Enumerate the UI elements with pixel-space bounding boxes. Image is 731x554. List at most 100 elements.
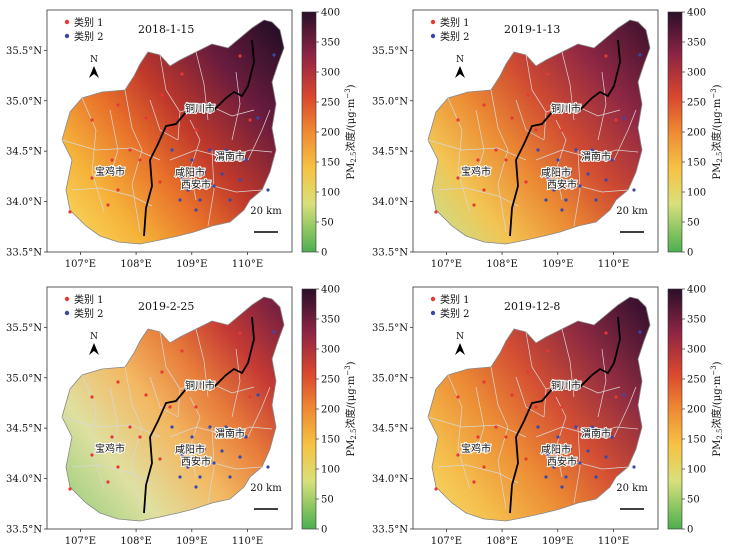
legend: 类别 1类别 2 bbox=[64, 293, 104, 320]
x-tick-label: 108°E bbox=[486, 536, 517, 547]
class2-point bbox=[574, 425, 578, 429]
y-tick-label: 34.0°N bbox=[6, 474, 42, 485]
svg-text:类别 2: 类别 2 bbox=[440, 307, 470, 320]
county-boundary bbox=[475, 109, 485, 171]
y-tick-label: 34.5°N bbox=[372, 147, 408, 158]
y-tick-label: 35.0°N bbox=[372, 96, 408, 107]
county-boundary bbox=[525, 54, 547, 141]
map-panel: 铜川市 渭南市 咸阳市 西安市 宝鸡市 类别 1 类别 2 2019-1-13 N 20 km 10… bbox=[366, 0, 731, 277]
x-tick-label: 110°E bbox=[598, 536, 629, 547]
y-tick-label: 33.5°N bbox=[6, 525, 42, 536]
y-tick-label: 35.5°N bbox=[6, 46, 42, 57]
class1-point bbox=[472, 203, 476, 207]
y-tick-label: 35.0°N bbox=[6, 373, 42, 384]
colorbar-tick-label: 150 bbox=[321, 435, 340, 446]
class2-point bbox=[622, 116, 626, 120]
class2-point bbox=[178, 475, 182, 479]
county-boundary bbox=[81, 374, 105, 490]
y-tick-label: 34.5°N bbox=[372, 424, 408, 435]
svg-text:类别 1: 类别 1 bbox=[440, 16, 470, 29]
class1-point bbox=[144, 393, 148, 397]
class2-point bbox=[224, 148, 228, 152]
county-boundary bbox=[159, 331, 181, 418]
colorbar-title: PM2.5浓度/(μg·m−3) bbox=[710, 361, 724, 456]
class1-point bbox=[68, 210, 72, 214]
class1-point bbox=[546, 349, 550, 353]
class1-point bbox=[510, 116, 514, 120]
county-boundary bbox=[71, 464, 153, 484]
colorbar-tick-label: 150 bbox=[687, 435, 706, 446]
colorbar-tick-label: 200 bbox=[321, 405, 340, 416]
class1-point bbox=[546, 72, 550, 76]
scale-bar-label: 20 km bbox=[250, 206, 282, 217]
county-boundary bbox=[515, 376, 545, 418]
class2-point bbox=[256, 116, 260, 120]
class1-point bbox=[614, 118, 618, 122]
county-boundary bbox=[109, 386, 119, 448]
class2-point bbox=[228, 198, 232, 202]
city-label-weinan: 渭南市 bbox=[581, 427, 611, 440]
class2-point bbox=[190, 435, 194, 439]
x-tick-label: 109°E bbox=[542, 536, 573, 547]
city-label-tongchuan: 铜川市 bbox=[551, 379, 581, 392]
colorbar-tick-label: 150 bbox=[321, 158, 340, 169]
x-tick-label: 107°E bbox=[431, 536, 462, 547]
class2-point bbox=[198, 198, 202, 202]
class2-point bbox=[170, 425, 174, 429]
colorbar-tick-label: 400 bbox=[687, 285, 706, 296]
class1-point bbox=[476, 158, 480, 162]
city-label-xianyang: 咸阳市 bbox=[541, 443, 571, 456]
class1-point bbox=[456, 176, 460, 180]
class1-point bbox=[456, 118, 460, 122]
scale-bar-label: 20 km bbox=[250, 483, 282, 494]
svg-text:类别 1: 类别 1 bbox=[440, 293, 470, 306]
scale-bar-label: 20 km bbox=[616, 483, 648, 494]
x-tick-label: 110°E bbox=[232, 536, 263, 547]
class1-point bbox=[168, 128, 172, 132]
county-boundary bbox=[179, 103, 255, 117]
class2-point bbox=[536, 425, 540, 429]
panel-date: 2019-1-13 bbox=[504, 23, 560, 36]
class1-point bbox=[510, 393, 514, 397]
x-tick-label: 109°E bbox=[542, 259, 573, 270]
city-label-xianyang: 咸阳市 bbox=[175, 166, 205, 179]
class-boundary-line bbox=[509, 39, 621, 237]
county-boundary bbox=[597, 348, 607, 418]
colorbar-tick-label: 100 bbox=[321, 188, 340, 199]
class2-point bbox=[244, 435, 248, 439]
class2-point bbox=[552, 465, 556, 469]
county-boundary bbox=[61, 416, 161, 438]
y-tick-label: 35.0°N bbox=[372, 373, 408, 384]
colorbar-tick-label: 350 bbox=[321, 38, 340, 49]
colorbar-tick-label: 250 bbox=[321, 98, 340, 109]
class1-point bbox=[106, 480, 110, 484]
county-boundary bbox=[573, 426, 581, 504]
y-tick-label: 33.5°N bbox=[6, 248, 42, 259]
class2-point bbox=[546, 453, 550, 457]
class1-point bbox=[116, 188, 120, 192]
class2-point bbox=[546, 176, 550, 180]
colorbar-tick-label: 150 bbox=[687, 158, 706, 169]
colorbar-title: PM2.5浓度/(μg·m−3) bbox=[344, 84, 358, 179]
class2-point bbox=[568, 170, 572, 174]
city-label-xian: 西安市 bbox=[181, 178, 211, 191]
class1-point bbox=[238, 54, 242, 58]
class1-point bbox=[560, 405, 564, 409]
class-boundary-line bbox=[509, 316, 621, 514]
y-tick-label: 34.0°N bbox=[6, 197, 42, 208]
city-label-xian: 西安市 bbox=[547, 455, 577, 468]
class2-point bbox=[590, 425, 594, 429]
class2-point bbox=[638, 53, 642, 57]
class1-point bbox=[90, 395, 94, 399]
class1-point bbox=[90, 453, 94, 457]
y-tick-label: 35.0°N bbox=[6, 96, 42, 107]
county-boundary bbox=[545, 103, 621, 117]
county-boundary bbox=[81, 97, 105, 213]
county-boundary bbox=[613, 109, 637, 161]
x-tick-label: 108°E bbox=[120, 536, 151, 547]
county-boundary bbox=[231, 71, 241, 141]
class2-point bbox=[556, 158, 560, 162]
city-label-xianyang: 咸阳市 bbox=[541, 166, 571, 179]
class1-point bbox=[248, 395, 252, 399]
